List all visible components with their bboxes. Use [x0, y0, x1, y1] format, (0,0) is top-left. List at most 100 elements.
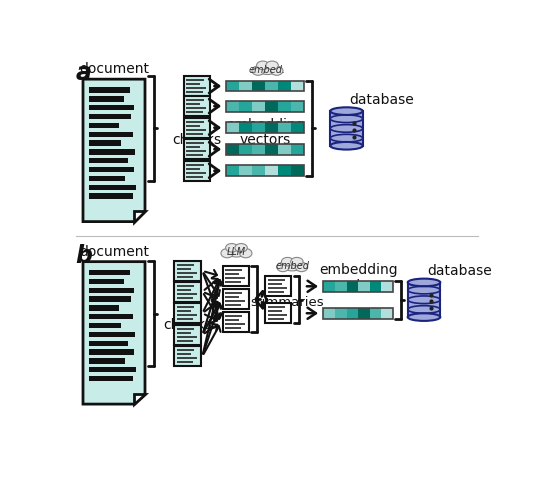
Bar	[89, 176, 125, 181]
Text: embed.: embed.	[249, 65, 286, 75]
Bar	[89, 114, 131, 120]
Bar	[323, 281, 335, 292]
Text: document: document	[79, 245, 149, 259]
Text: LLM: LLM	[227, 247, 246, 257]
Bar	[265, 81, 278, 92]
Bar	[89, 341, 128, 346]
Bar	[89, 185, 136, 190]
Text: database: database	[349, 93, 414, 107]
Ellipse shape	[330, 108, 363, 115]
Bar	[226, 144, 239, 155]
Ellipse shape	[408, 278, 440, 286]
Ellipse shape	[256, 61, 269, 70]
Bar	[89, 288, 134, 293]
Bar	[89, 149, 135, 155]
Ellipse shape	[252, 66, 265, 75]
Ellipse shape	[330, 142, 363, 150]
Bar	[89, 358, 125, 364]
Bar	[89, 87, 130, 93]
Bar	[408, 282, 440, 317]
Text: embed: embed	[275, 261, 309, 271]
Ellipse shape	[258, 64, 278, 74]
Polygon shape	[83, 262, 145, 404]
Bar	[89, 96, 124, 102]
Bar	[252, 81, 265, 92]
Bar	[278, 166, 291, 176]
Bar	[89, 132, 133, 137]
Bar	[226, 166, 239, 176]
Bar	[239, 81, 252, 92]
Text: b: b	[75, 244, 92, 268]
Ellipse shape	[282, 260, 302, 271]
Bar	[226, 144, 304, 155]
Bar	[291, 81, 304, 92]
Bar	[265, 101, 278, 111]
FancyBboxPatch shape	[265, 303, 292, 323]
Bar	[347, 308, 358, 319]
Bar	[89, 105, 134, 110]
Bar	[278, 101, 291, 111]
Bar	[265, 144, 278, 155]
FancyBboxPatch shape	[174, 303, 201, 323]
Bar	[89, 376, 133, 381]
Bar	[335, 281, 347, 292]
Bar	[89, 314, 133, 320]
Bar	[252, 166, 265, 176]
Ellipse shape	[266, 61, 278, 70]
Bar	[323, 308, 335, 319]
Bar	[89, 332, 135, 337]
Text: embedding
vectors: embedding vectors	[226, 118, 305, 147]
Bar	[89, 367, 136, 372]
Bar	[370, 308, 381, 319]
Bar	[265, 122, 278, 133]
Ellipse shape	[281, 257, 294, 266]
FancyBboxPatch shape	[184, 161, 210, 181]
Bar	[239, 122, 252, 133]
Bar	[89, 158, 128, 164]
Polygon shape	[134, 394, 145, 404]
Bar	[89, 323, 122, 328]
Bar	[381, 308, 393, 319]
Bar	[239, 101, 252, 111]
Bar	[89, 141, 122, 146]
Text: document: document	[79, 62, 149, 76]
Bar	[89, 305, 119, 311]
Bar	[226, 81, 239, 92]
Bar	[370, 281, 381, 292]
Bar	[89, 270, 130, 276]
Bar	[265, 166, 278, 176]
Text: chunks: chunks	[163, 319, 212, 333]
Bar	[226, 101, 239, 111]
Bar	[89, 297, 131, 302]
FancyBboxPatch shape	[174, 261, 201, 281]
FancyBboxPatch shape	[222, 266, 249, 286]
FancyBboxPatch shape	[265, 276, 292, 296]
Bar	[239, 144, 252, 155]
Bar	[89, 193, 133, 199]
Bar	[358, 281, 370, 292]
Bar	[226, 122, 304, 133]
FancyBboxPatch shape	[184, 139, 210, 159]
Text: database: database	[427, 264, 492, 278]
Ellipse shape	[277, 263, 289, 272]
Text: a: a	[75, 60, 91, 84]
Bar	[252, 101, 265, 111]
Text: chunks: chunks	[172, 133, 221, 147]
FancyBboxPatch shape	[222, 312, 249, 333]
Bar	[278, 122, 291, 133]
FancyBboxPatch shape	[184, 76, 210, 96]
Bar	[226, 166, 304, 176]
Bar	[335, 308, 347, 319]
Bar	[381, 281, 393, 292]
Polygon shape	[134, 211, 145, 222]
Text: embedding
vectors: embedding vectors	[319, 264, 397, 292]
FancyBboxPatch shape	[174, 282, 201, 302]
FancyBboxPatch shape	[174, 347, 201, 366]
Bar	[89, 279, 124, 284]
Bar	[89, 167, 134, 172]
Ellipse shape	[226, 246, 247, 257]
Bar	[291, 122, 304, 133]
Bar	[278, 81, 291, 92]
Bar	[252, 144, 265, 155]
Bar	[252, 122, 265, 133]
